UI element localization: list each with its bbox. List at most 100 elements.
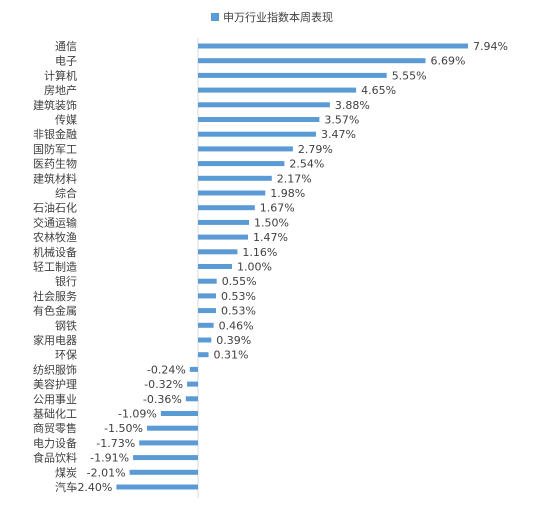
value-label: 1.67% <box>260 202 295 215</box>
category-label: 传媒 <box>55 114 77 127</box>
value-label: -1.09% <box>118 408 157 421</box>
category-label: 电力设备 <box>33 436 77 450</box>
category-label: 银行 <box>55 274 77 288</box>
value-label: 3.88% <box>335 99 370 112</box>
category-label: 非银金融 <box>33 127 77 141</box>
bar <box>198 278 217 284</box>
bar <box>198 264 232 269</box>
bar <box>185 396 198 402</box>
category-label: 环保 <box>55 348 77 362</box>
category-label: 通信 <box>55 40 77 53</box>
bar <box>198 205 255 211</box>
category-label: 机械设备 <box>33 245 77 259</box>
value-label: 3.57% <box>324 114 359 127</box>
category-label: 房地产 <box>44 83 77 97</box>
bar <box>198 308 216 314</box>
category-label: 基础化工 <box>33 407 77 421</box>
category-label: 煤炭 <box>55 466 77 479</box>
bar <box>129 469 198 475</box>
bar <box>198 352 209 358</box>
value-label: 7.94% <box>473 40 508 53</box>
value-label: 1.50% <box>254 216 289 229</box>
bar <box>198 322 214 328</box>
bar <box>198 190 266 196</box>
bar <box>198 43 468 49</box>
category-label: 建筑装饰 <box>33 98 77 112</box>
bar <box>133 455 198 461</box>
bar <box>198 146 293 152</box>
bar <box>198 117 320 122</box>
category-label: 商贸零售 <box>33 421 77 435</box>
bar <box>198 293 216 299</box>
value-label: 6.69% <box>431 55 466 68</box>
bar <box>198 337 212 343</box>
value-label: -1.73% <box>96 437 135 450</box>
category-label: 公用事业 <box>33 393 77 406</box>
bar <box>198 131 316 137</box>
value-label: 2.17% <box>277 172 312 185</box>
category-label: 医药生物 <box>33 157 77 171</box>
legend-swatch <box>211 13 219 21</box>
category-label: 轻工制造 <box>33 260 77 274</box>
category-label: 汽车 <box>55 480 77 494</box>
category-label: 电子 <box>55 55 77 68</box>
value-label: -2.01% <box>87 466 126 479</box>
value-label: 0.31% <box>214 349 249 362</box>
bar <box>147 425 198 431</box>
category-label: 纺织服饰 <box>33 362 77 376</box>
value-label: 5.55% <box>392 69 427 82</box>
value-label: 0.46% <box>219 319 254 332</box>
legend-label: 申万行业指数本周表现 <box>223 10 333 24</box>
value-label: 1.47% <box>253 231 288 244</box>
value-label: -1.50% <box>104 422 143 435</box>
value-label: 2.54% <box>289 158 324 171</box>
category-label: 有色金属 <box>33 304 77 318</box>
bar <box>116 484 198 490</box>
value-label: 3.47% <box>321 128 356 141</box>
legend: 申万行业指数本周表现 <box>211 10 333 24</box>
value-label: 1.98% <box>270 187 305 200</box>
value-label: 0.53% <box>221 305 256 318</box>
bar <box>187 381 198 387</box>
bar <box>198 249 238 255</box>
bar <box>198 72 387 78</box>
category-label: 食品饮料 <box>33 451 77 465</box>
value-labels-group: 7.94% 6.69% 5.55% 4.65% 3.88% 3.57%3.47% 2.79%… <box>73 40 507 494</box>
value-label: -0.32% <box>144 378 183 391</box>
bar <box>189 366 198 372</box>
value-label: -2.40% <box>73 481 112 494</box>
category-label: 钢铁 <box>55 319 77 332</box>
category-label: 综合 <box>55 186 77 200</box>
category-label: 国防军工 <box>33 142 77 156</box>
category-label: 农林牧渔 <box>33 230 77 244</box>
bar <box>198 219 249 225</box>
bar <box>198 161 285 167</box>
value-label: 0.39% <box>216 334 251 347</box>
category-label: 建筑材料 <box>33 171 77 185</box>
bar <box>198 58 426 64</box>
value-label: 1.00% <box>237 261 272 274</box>
bar <box>198 175 272 181</box>
category-label: 社会服务 <box>33 289 77 303</box>
category-label: 计算机 <box>44 68 77 82</box>
value-label: 0.53% <box>221 290 256 303</box>
bar <box>198 234 248 240</box>
bars-group <box>116 43 468 490</box>
value-label: -0.36% <box>143 393 182 406</box>
value-label: -1.91% <box>90 452 129 465</box>
value-label: -0.24% <box>147 363 186 376</box>
bar <box>198 87 357 93</box>
category-label: 交通运输 <box>33 215 77 229</box>
category-label: 美容护理 <box>33 377 77 391</box>
value-label: 1.16% <box>242 246 277 259</box>
bar <box>139 440 198 446</box>
value-label: 4.65% <box>361 84 396 97</box>
bar <box>198 102 330 108</box>
bar <box>160 411 198 416</box>
category-label: 石油石化 <box>33 201 77 215</box>
category-label: 家用电器 <box>33 333 77 347</box>
value-label: 0.55% <box>222 275 257 288</box>
category-labels-group: 通信电子计算机房地产建筑装饰传媒非银金融国防军工医药生物建筑材料综合石油石化交通… <box>33 40 77 494</box>
value-label: 2.79% <box>298 143 333 156</box>
